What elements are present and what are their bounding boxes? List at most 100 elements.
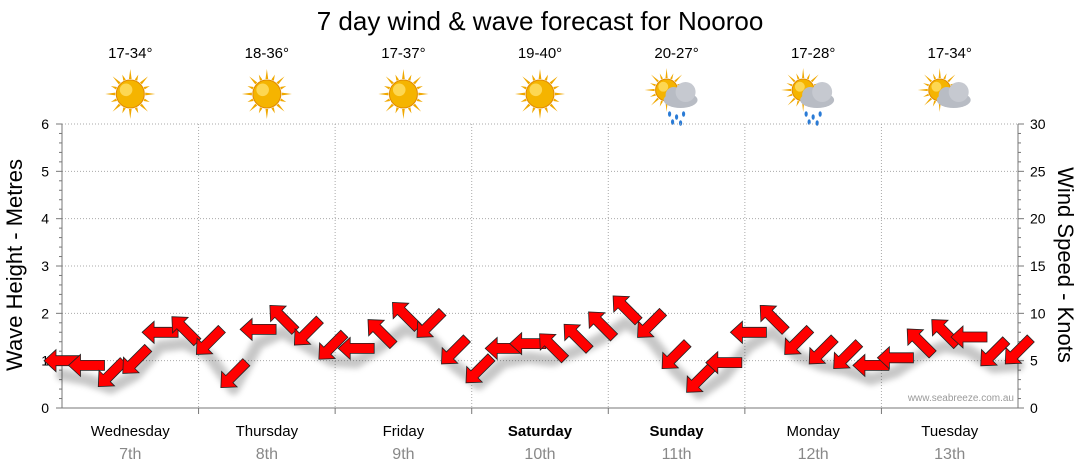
left-tick-label: 6 [41,116,49,132]
sun-ray [265,69,269,80]
sun-ray [143,85,150,90]
rain-drop [670,119,675,125]
temp-label-5: 17-28° [791,45,835,62]
cloud-puff [675,82,696,102]
sun-ray [538,69,542,80]
sun-ray [265,108,269,119]
sun-ray [553,98,560,103]
wind-arrow [950,325,988,349]
sun-ray [932,100,937,107]
wind-arrow [220,358,251,389]
sun-ray [549,103,558,112]
sun-ray [280,98,287,103]
day-date-0: 7th [119,446,141,463]
day-date-6: 13th [934,446,965,463]
wind-arrow [269,304,300,335]
temp-label-6: 17-34° [928,45,972,62]
left-tick-label: 2 [41,305,49,321]
wind-arrow [122,343,153,374]
sun-ray [112,76,121,85]
sun-ray [522,76,531,85]
sun-ray [395,74,399,81]
wind-arrow [67,353,105,378]
sun-ray [384,85,391,90]
day-name-0: Wednesday [91,423,170,440]
sun-ray [943,73,947,80]
right-tick-label: 0 [1030,400,1038,416]
wind-arrow [97,357,128,388]
right-axis: 0 5 10 15 20 25 30 [1017,116,1046,416]
wind-arrow [729,320,767,345]
sun-ray [413,76,422,85]
wind-arrow [906,328,937,359]
temp-label-0: 17-34° [108,45,152,62]
sun-ray [554,92,565,96]
sun-ray [674,74,683,83]
sun-ray [515,92,526,96]
sun-ray [143,98,150,103]
day-date-1: 8th [256,446,278,463]
sun-ray [786,83,793,87]
sun-ray [276,103,285,112]
chart-title: 7 day wind & wave forecast for Nooroo [317,6,764,36]
sun-ray [531,74,536,81]
day-date-4: 11th [662,446,692,463]
temp-label-2: 17-37° [381,45,425,62]
day-name-2: Friday [383,423,425,440]
sun-ray [271,107,275,114]
wind-arrow-shadow [56,316,1024,400]
sun-rain-cloud-icon [781,68,835,126]
sun-ray [781,88,792,92]
right-tick-label: 25 [1030,163,1046,179]
wind-arrow [195,324,226,355]
sun-ray [553,85,560,90]
sun-ray [134,107,139,114]
sun-icon [515,69,565,119]
sun-ray [786,93,793,97]
sun-ray [407,74,412,81]
sun-icon [241,69,292,119]
sun-ray [938,68,941,79]
wind-arrow [563,323,594,354]
sun-ray [531,107,536,114]
sun-ray [110,85,117,90]
temp-label-3: 19-40° [518,45,562,62]
sun-ray [659,100,663,107]
wind-arrow [784,324,815,355]
wind-arrow [416,307,447,338]
wind-arrow [465,353,496,384]
sun-ray [247,98,254,103]
sun-highlight [119,83,133,97]
rain-drop [674,114,679,120]
sun-ray [395,107,399,114]
rain-drop [681,111,686,117]
sun-highlight [931,81,942,92]
sun-ray [416,98,423,103]
wind-arrow [337,336,375,361]
daily-temperatures: 17-34° 18-36° 17-37° 19-40° 20-27° 17-28° 17-3… [108,45,972,62]
sun-ray [806,73,811,80]
sun-ray [378,92,389,96]
wind-shadow-path [56,316,1024,400]
sun-ray [280,85,287,90]
sun-ray [402,108,405,119]
right-axis-title: Wind Speed - Knots [1053,167,1078,363]
sun-ray [917,88,928,92]
wind-arrow [539,333,570,364]
sun-ray [247,85,254,90]
sun-ray [924,97,933,106]
wind-arrow [705,350,743,375]
sun-ray [110,98,117,103]
sun-ray [413,103,422,112]
sun-ray [139,76,148,85]
wind-arrow [43,348,81,373]
left-tick-label: 0 [41,400,49,416]
sun-ray [947,74,956,83]
sun-ray [544,74,549,81]
wind-arrow [1004,334,1035,365]
wind-arrow [833,339,864,370]
day-date-3: 10th [524,446,555,463]
rain-drop [678,120,683,126]
wind-arrow [808,334,839,365]
sun-ray [522,103,531,112]
